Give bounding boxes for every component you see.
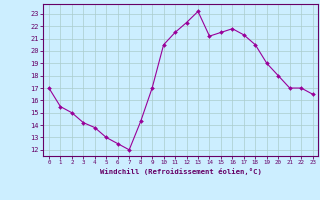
X-axis label: Windchill (Refroidissement éolien,°C): Windchill (Refroidissement éolien,°C): [100, 168, 262, 175]
